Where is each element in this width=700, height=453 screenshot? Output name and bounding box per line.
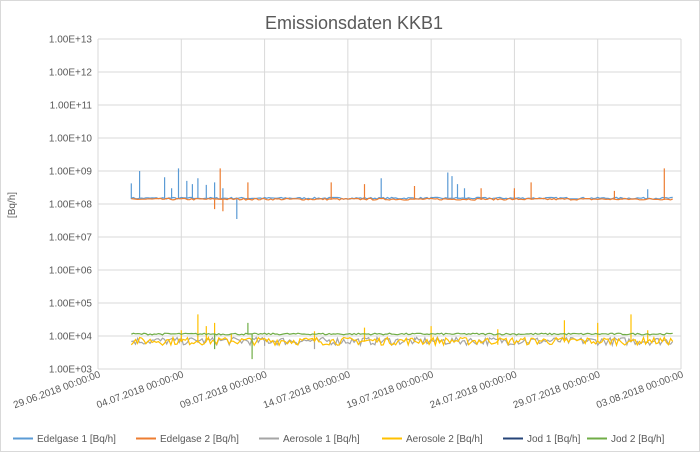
y-tick-label: 1.00E+13 [49,35,93,46]
y-tick-label: 1.00E+05 [49,299,93,310]
series-line [131,168,673,212]
y-tick-label: 1.00E+06 [49,266,93,277]
y-tick-label: 1.00E+10 [49,134,93,145]
chart-title: Emissionsdaten KKB1 [265,13,443,33]
y-tick-label: 1.00E+09 [49,167,93,178]
x-tick-label: 24.07.2018 00:00:00 [428,369,518,411]
legend-entry: Edelgase 1 [Bq/h] [37,434,116,445]
x-tick-label: 19.07.2018 00:00:00 [345,369,435,411]
series-line [130,168,673,219]
y-tick-label: 1.00E+12 [49,68,93,79]
y-tick-label: 1.00E+07 [49,233,93,244]
x-tick-label: 29.06.2018 00:00:00 [12,369,102,411]
y-tick-labels: 1.00E+03 1.00E+04 1.00E+05 1.00E+06 1.00E+07… [49,35,93,376]
legend-entry: Jod 2 [Bq/h] [611,434,665,445]
y-tick-label: 1.00E+03 [49,365,93,376]
series-line [131,322,673,360]
legend: Edelgase 1 [Bq/h] Edelgase 2 [Bq/h] Aeroso… [13,434,665,445]
x-tick-label: 29.07.2018 00:00:00 [512,369,602,411]
y-tick-label: 1.00E+11 [50,101,93,112]
legend-entry: Aerosole 1 [Bq/h] [283,434,360,445]
y-axis-label: [Bq/h] [7,192,18,218]
legend-entry: Jod 1 [Bq/h] [527,434,581,445]
y-tick-label: 1.00E+04 [49,332,93,343]
x-tick-label: 03.08.2018 00:00:00 [595,369,685,411]
x-tick-label: 14.07.2018 00:00:00 [262,369,352,411]
x-tick-label: 09.07.2018 00:00:00 [179,369,269,411]
gridlines [97,38,682,370]
series-line [130,314,674,348]
legend-entry: Aerosole 2 [Bq/h] [406,434,483,445]
y-tick-label: 1.00E+08 [49,200,93,211]
x-tick-label: 04.07.2018 00:00:00 [95,369,185,411]
legend-entry: Edelgase 2 [Bq/h] [160,434,239,445]
series-group [130,168,674,360]
